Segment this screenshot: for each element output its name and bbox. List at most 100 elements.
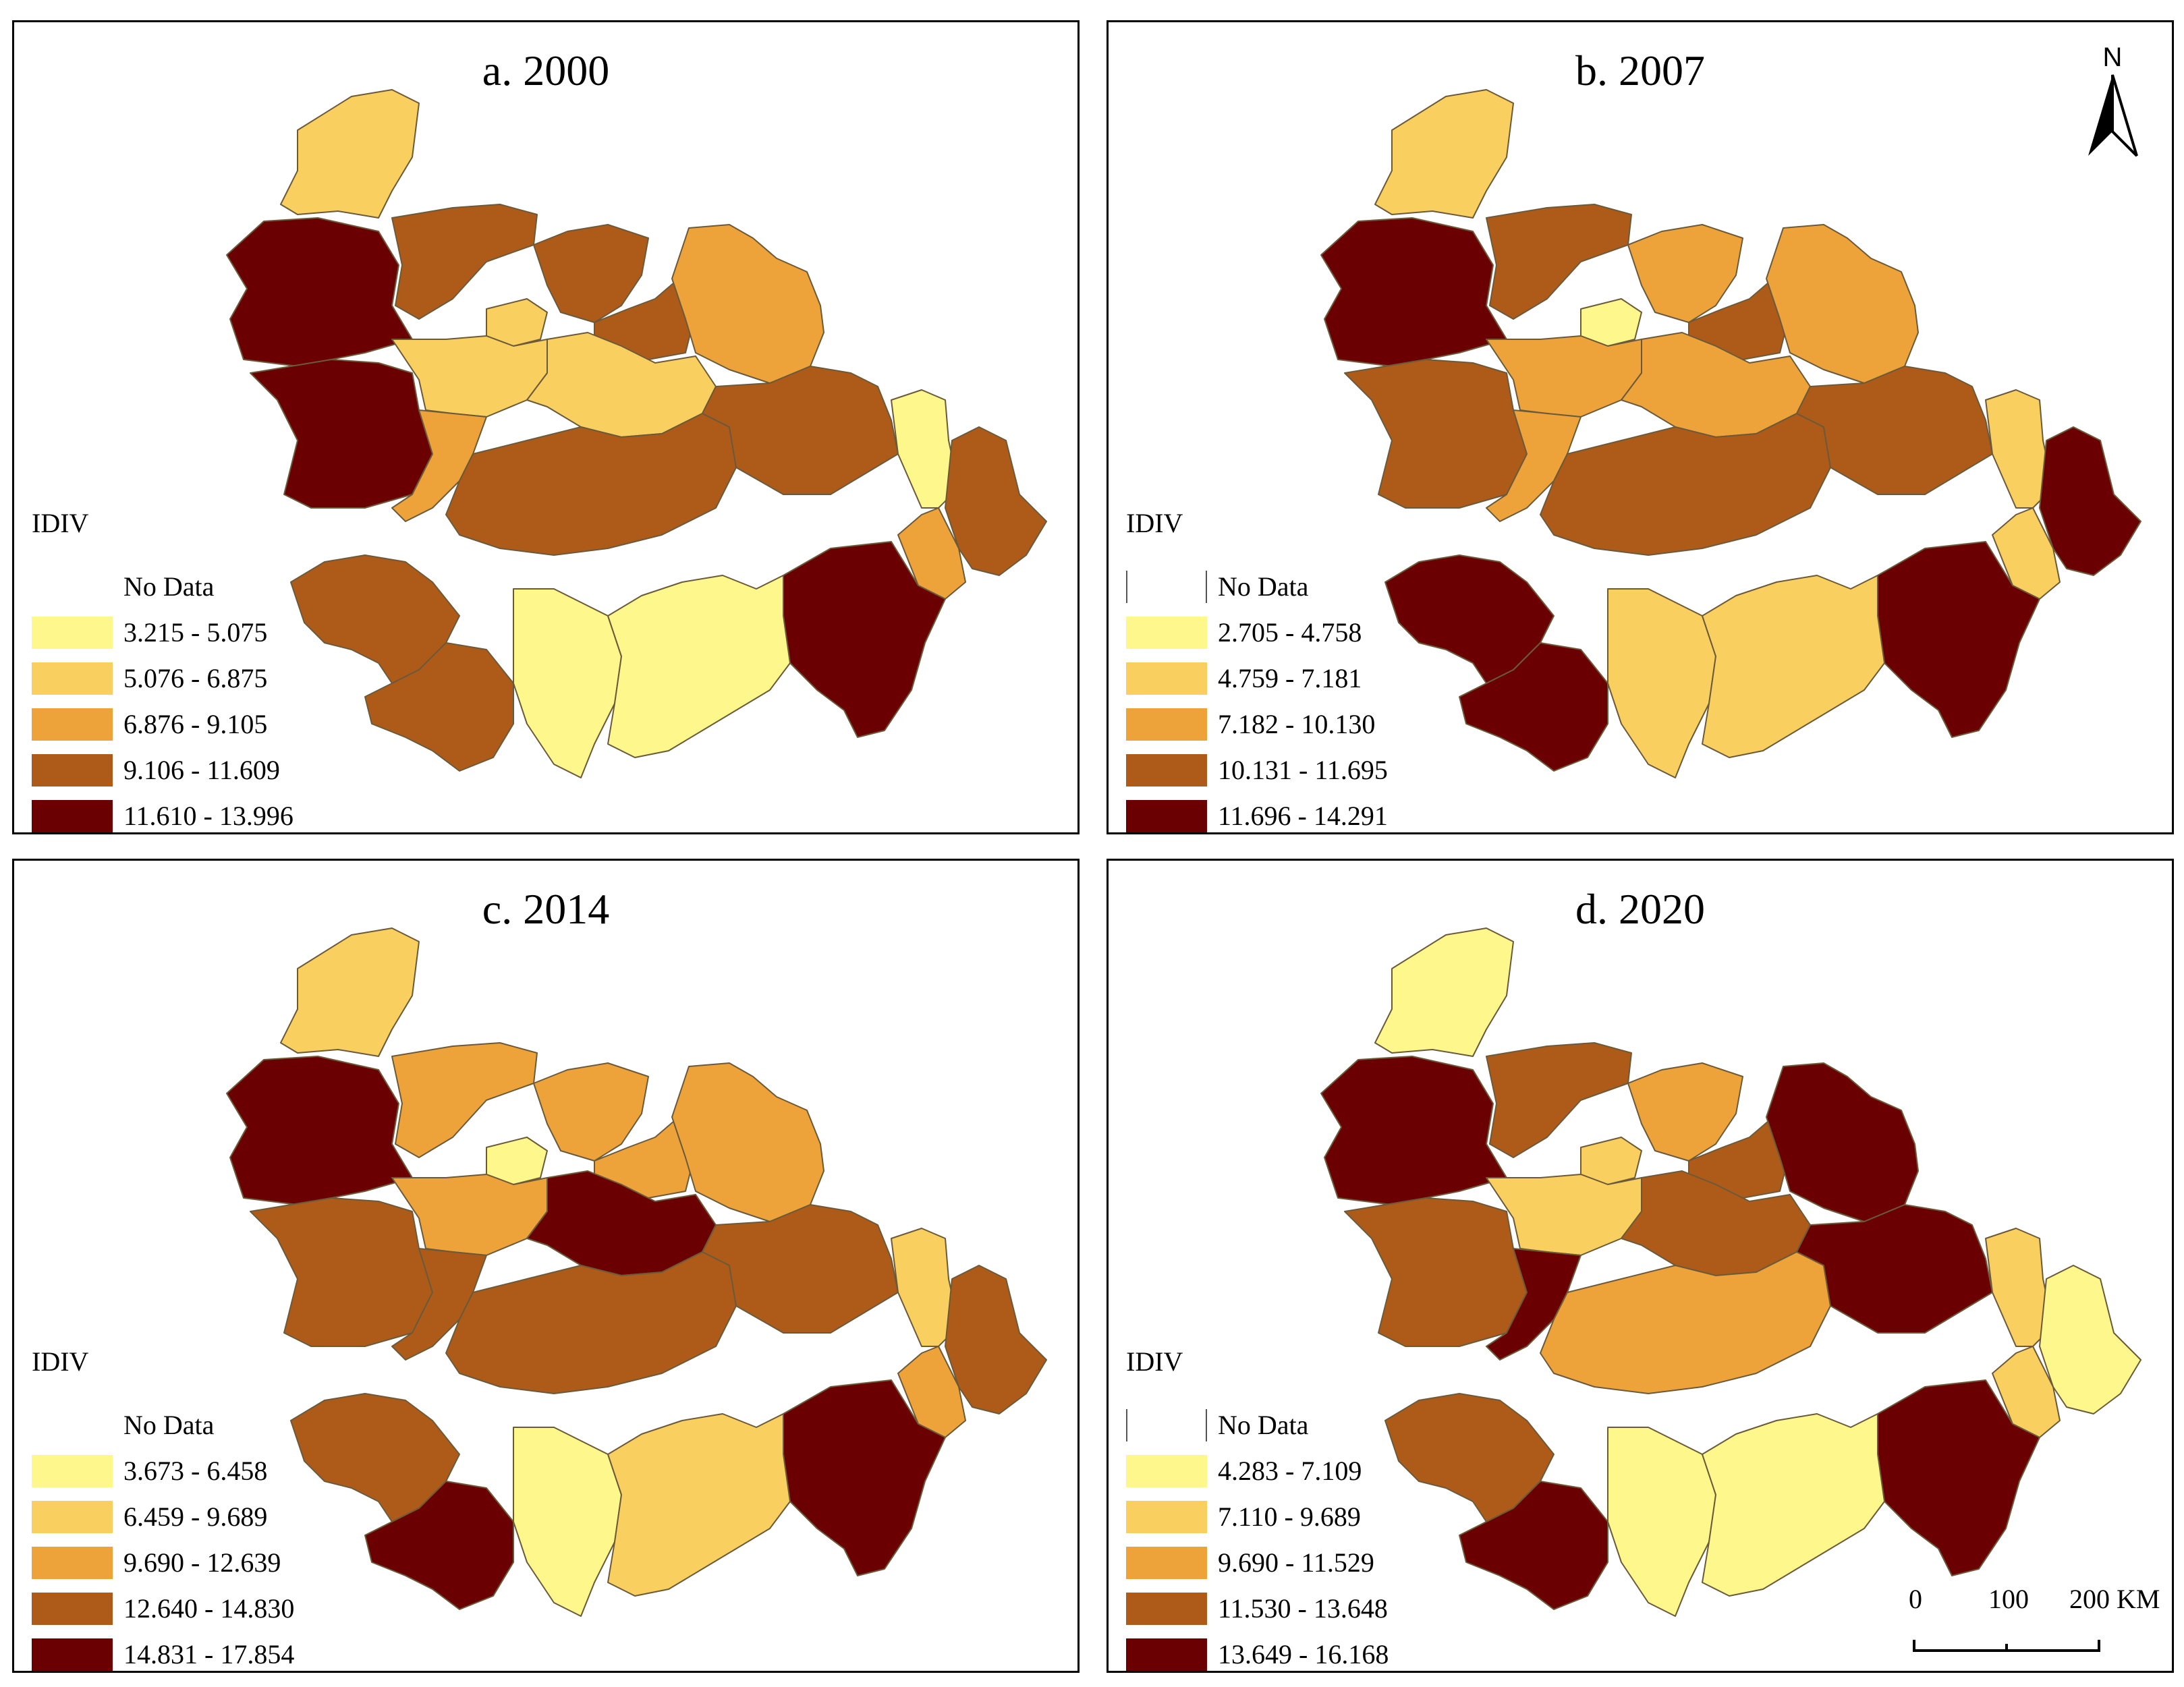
panel-title: b. 2007 [1575, 47, 1705, 94]
legend-row-class2: 7.110 - 9.689 [1126, 1497, 1504, 1537]
region-east2 [945, 1265, 1047, 1414]
legend-row-class4: 11.530 - 13.648 [1126, 1589, 1504, 1628]
legend-label: 4.759 - 7.181 [1218, 663, 1362, 693]
legend-row-class1: 3.673 - 6.458 [32, 1452, 410, 1491]
legend: IDIV No Data 3.673 - 6.458 6.459 - 9.689… [32, 1346, 410, 1671]
legend-swatch [1126, 571, 1207, 603]
region-nc_ne [1766, 224, 1919, 384]
legend-swatch [1126, 708, 1207, 741]
legend-row-class3: 9.690 - 12.639 [32, 1543, 410, 1582]
legend-label: 10.131 - 11.695 [1218, 755, 1388, 785]
legend-swatch [32, 617, 113, 649]
legend-swatch [1126, 1501, 1207, 1533]
region-s2 [1702, 1413, 1885, 1597]
legend-row-class3: 9.690 - 11.529 [1126, 1543, 1504, 1582]
region-wc [250, 359, 433, 509]
legend-label: 4.283 - 7.109 [1218, 1456, 1362, 1486]
region-nc2 [1627, 224, 1743, 323]
legend-swatch [32, 1593, 113, 1625]
legend-swatch [32, 754, 113, 787]
region-wc [250, 1197, 433, 1347]
legend-swatch [32, 662, 113, 695]
legend-row-nodata: No Data [32, 567, 410, 606]
region-nc_ne [671, 224, 824, 384]
legend-swatch [32, 1638, 113, 1671]
legend-label: 3.673 - 6.458 [123, 1456, 268, 1486]
legend-swatch [1126, 1638, 1207, 1671]
scale-label: 200 KM [2069, 1584, 2160, 1614]
legend-row-class4: 12.640 - 14.830 [32, 1589, 410, 1628]
legend-swatch [32, 708, 113, 741]
legend: IDIV No Data 4.283 - 7.109 7.110 - 9.689… [1126, 1346, 1504, 1671]
legend-row-class5: 14.831 - 17.854 [32, 1635, 410, 1671]
legend: IDIV No Data 3.215 - 5.075 5.076 - 6.875… [32, 508, 410, 832]
legend-row-class3: 6.876 - 9.105 [32, 705, 410, 744]
legend-swatch [1126, 1455, 1207, 1487]
region-center [1540, 413, 1831, 556]
legend-label: 11.696 - 14.291 [1218, 801, 1388, 831]
region-cw [1486, 1248, 1581, 1361]
legend-swatch [32, 1455, 113, 1487]
legend-label: 14.831 - 17.854 [123, 1639, 295, 1669]
legend: IDIV No Data 2.705 - 4.758 4.759 - 7.181… [1126, 508, 1504, 832]
legend-swatch [1126, 800, 1207, 832]
region-west [226, 1056, 413, 1205]
legend-swatch [32, 1547, 113, 1579]
choropleth-map [226, 89, 1047, 778]
legend-row-class2: 5.076 - 6.875 [32, 659, 410, 698]
north-label: N [2102, 42, 2123, 72]
region-west [1320, 1056, 1507, 1205]
legend-label: 13.649 - 16.168 [1218, 1639, 1389, 1669]
region-ssw [1459, 1481, 1608, 1610]
legend-swatch [1126, 1547, 1207, 1579]
region-north [280, 927, 420, 1057]
panel-title: c. 2014 [482, 885, 610, 933]
legend-row-nodata: No Data [1126, 567, 1504, 606]
region-se [1877, 541, 2040, 738]
legend-swatch [1126, 1593, 1207, 1625]
choropleth-map [1320, 89, 2141, 778]
panel-title: d. 2020 [1575, 885, 1705, 933]
region-s1 [1607, 588, 1716, 778]
legend-label: 7.182 - 10.130 [1218, 709, 1376, 739]
region-se [783, 541, 946, 738]
legend-swatch [1126, 1409, 1207, 1441]
legend-label: 3.215 - 5.075 [123, 617, 268, 648]
region-nc2 [533, 224, 649, 323]
legend-title: IDIV [32, 508, 89, 538]
legend-label: 6.459 - 9.689 [123, 1502, 268, 1532]
legend-label: No Data [123, 571, 215, 602]
scale-bar-line [1913, 1640, 2100, 1652]
region-ssw [1459, 642, 1608, 772]
region-ce [1796, 1204, 1993, 1334]
legend-label: 9.106 - 11.609 [123, 755, 280, 785]
legend-swatch [32, 1409, 113, 1441]
legend-row-class5: 11.610 - 13.996 [32, 797, 410, 832]
legend-label: 12.640 - 14.830 [123, 1593, 295, 1624]
region-nc_ne [671, 1062, 824, 1222]
region-s2 [607, 575, 791, 758]
scale-bar: 0 100 200 KM [1909, 1584, 2160, 1652]
region-north [280, 89, 420, 219]
scale-label: 100 [1988, 1584, 2029, 1614]
legend-row-class4: 9.106 - 11.609 [32, 751, 410, 790]
region-s1 [513, 1427, 622, 1617]
legend-row-class3: 7.182 - 10.130 [1126, 705, 1504, 744]
region-s1 [513, 588, 622, 778]
legend-label: 9.690 - 12.639 [123, 1547, 281, 1578]
legend-swatch [32, 571, 113, 603]
legend-label: 11.530 - 13.648 [1218, 1593, 1388, 1624]
region-se [783, 1379, 946, 1576]
legend-label: 11.610 - 13.996 [123, 801, 293, 831]
region-north [1374, 927, 1514, 1057]
legend-label: No Data [1218, 1410, 1309, 1440]
region-s2 [1702, 575, 1885, 758]
region-east2 [2039, 1265, 2141, 1414]
legend-swatch [1126, 617, 1207, 649]
map-panel-2020: d. 2020 IDIV No Data 4.283 - 7.109 7.110… [1107, 859, 2174, 1673]
region-s2 [607, 1413, 791, 1597]
legend-row-class5: 13.649 - 16.168 [1126, 1635, 1504, 1671]
north-arrow-icon [2088, 75, 2112, 156]
legend-row-class2: 6.459 - 9.689 [32, 1497, 410, 1537]
north-arrow: N [2079, 42, 2146, 157]
